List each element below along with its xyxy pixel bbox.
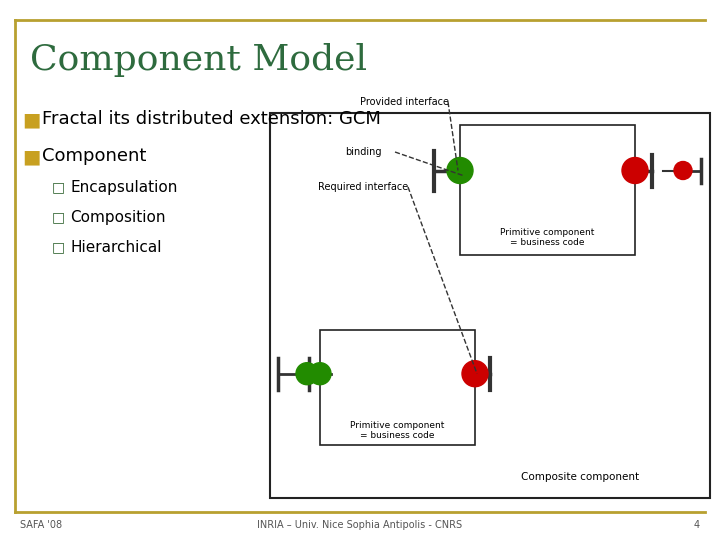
Text: Composite component: Composite component	[521, 472, 639, 482]
Text: Primitive component
= business code: Primitive component = business code	[351, 421, 445, 440]
Text: □: □	[52, 180, 65, 194]
Text: Primitive component
= business code: Primitive component = business code	[500, 227, 595, 247]
Circle shape	[447, 158, 473, 184]
Text: Component: Component	[42, 147, 146, 165]
Circle shape	[622, 158, 648, 184]
Text: binding: binding	[345, 147, 382, 157]
Text: ■: ■	[22, 110, 40, 129]
Text: Required interface: Required interface	[318, 182, 408, 192]
Text: INRIA – Univ. Nice Sophia Antipolis - CNRS: INRIA – Univ. Nice Sophia Antipolis - CN…	[258, 520, 462, 530]
Bar	[270, 113, 710, 498]
Text: SAFA '08: SAFA '08	[20, 520, 62, 530]
Text: Fractal its distributed extension: GCM: Fractal its distributed extension: GCM	[42, 110, 381, 128]
Text: Hierarchical: Hierarchical	[70, 240, 161, 255]
Text: Provided interface: Provided interface	[360, 97, 449, 107]
Text: □: □	[52, 210, 65, 224]
Text: ■: ■	[22, 147, 40, 166]
Circle shape	[462, 361, 488, 387]
Text: Encapsulation: Encapsulation	[70, 180, 177, 195]
Bar	[320, 330, 475, 445]
Text: Composition: Composition	[70, 210, 166, 225]
Circle shape	[674, 161, 692, 179]
Text: Component Model: Component Model	[30, 43, 367, 77]
Text: □: □	[52, 240, 65, 254]
Circle shape	[296, 363, 318, 384]
Circle shape	[309, 363, 331, 384]
Bar	[460, 125, 635, 255]
Text: 4: 4	[694, 520, 700, 530]
